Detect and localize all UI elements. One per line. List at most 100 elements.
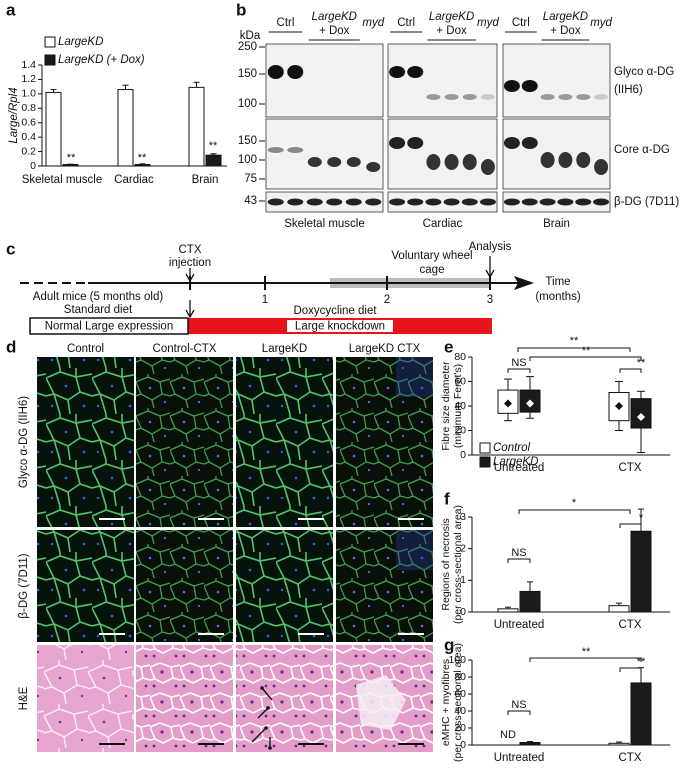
band xyxy=(521,198,538,206)
band xyxy=(407,137,424,149)
panel-label: b xyxy=(236,0,246,19)
axis-label: (months) xyxy=(535,291,581,303)
column-label: LargeKD xyxy=(262,343,307,355)
legend-swatch xyxy=(479,456,491,468)
band xyxy=(594,94,609,100)
bracket xyxy=(517,347,631,352)
tissue-label: Cardiac xyxy=(423,218,463,230)
annotation: ** xyxy=(582,345,591,357)
bar xyxy=(134,164,151,167)
arrowhead xyxy=(185,273,195,283)
y-tick-label: 40 xyxy=(454,705,466,717)
annotation: ** xyxy=(582,646,591,658)
band xyxy=(407,66,424,78)
band xyxy=(521,137,538,149)
marker-label: 75 xyxy=(244,173,257,185)
axis-label: Time xyxy=(545,276,570,288)
annotation: * xyxy=(572,497,577,509)
tick-label: 3 xyxy=(487,294,493,306)
band xyxy=(287,65,304,79)
arrow xyxy=(251,727,267,743)
normal-label: Normal Large expression xyxy=(45,321,173,333)
band xyxy=(267,65,284,79)
band xyxy=(557,198,574,206)
band xyxy=(480,94,495,100)
band xyxy=(307,157,322,167)
column-label: Control-CTX xyxy=(153,343,217,355)
band xyxy=(444,154,459,170)
band xyxy=(326,198,343,206)
x-tick-label: Untreated xyxy=(494,752,545,764)
band xyxy=(593,198,610,206)
x-tick-label: Skeletal muscle xyxy=(22,174,103,186)
column-label: LargeKD CTX xyxy=(349,343,421,355)
arrow xyxy=(257,707,269,719)
bracket xyxy=(507,368,531,373)
y-axis-label: eMHC + myofibres xyxy=(440,659,452,746)
panel-label: g xyxy=(444,635,454,654)
y-tick-label: 80 xyxy=(454,351,466,363)
lane-label: myd xyxy=(590,17,612,29)
timeline: CTX injection Voluntary wheel cage Analy… xyxy=(20,241,581,335)
bar xyxy=(497,608,519,613)
arrowhead xyxy=(266,706,270,710)
band xyxy=(287,198,304,206)
infiltrate xyxy=(356,675,406,730)
lane-label: LargeKD xyxy=(429,11,474,23)
band xyxy=(365,198,382,206)
normal-box xyxy=(29,317,189,335)
marker-label: 150 xyxy=(238,135,257,147)
y-axis-label: Fibre size diameter xyxy=(440,361,452,451)
tissue-label: Brain xyxy=(543,218,570,230)
marker-label: 100 xyxy=(238,98,257,110)
row-label: β-DG (7D11) xyxy=(614,196,679,208)
tissue-label: Skeletal muscle xyxy=(284,218,365,230)
y-tick-label: 100 xyxy=(448,654,466,666)
y-tick-label: 3 xyxy=(460,511,466,523)
bar xyxy=(117,89,134,167)
tick-label: 2 xyxy=(384,294,390,306)
legend-swatch xyxy=(479,442,491,454)
band xyxy=(558,152,573,168)
marker-label: 100 xyxy=(238,154,257,166)
arrowhead xyxy=(260,686,264,690)
panel-label: e xyxy=(444,337,453,356)
bar xyxy=(62,164,79,167)
y-tick-label: 60 xyxy=(454,375,466,387)
blot xyxy=(265,191,384,213)
band xyxy=(521,80,538,92)
blot xyxy=(387,43,498,118)
x-tick-label: Brain xyxy=(192,174,219,186)
lane-label: LargeKD xyxy=(312,11,357,23)
row-label: H&E xyxy=(18,686,30,710)
mean-marker xyxy=(637,413,645,422)
y-axis-label: (per cross-sectional area) xyxy=(452,643,464,762)
marker-label: 150 xyxy=(238,68,257,80)
band xyxy=(425,198,442,206)
y-tick-label: 1.0 xyxy=(21,88,36,100)
annotation: ND xyxy=(500,729,516,741)
y-axis-label: (per cross-sectional area) xyxy=(452,505,464,624)
band xyxy=(267,147,284,153)
bar xyxy=(188,86,205,167)
ctx-label: CTX xyxy=(179,244,202,256)
band xyxy=(389,198,406,206)
legend-label: LargeKD (+ Dox) xyxy=(58,54,145,66)
knockdown-label: Large knockdown xyxy=(295,321,385,333)
bar xyxy=(45,91,62,167)
bracket xyxy=(619,368,642,373)
band xyxy=(480,159,495,175)
band xyxy=(594,159,609,175)
band xyxy=(462,94,477,100)
band xyxy=(461,198,478,206)
blot xyxy=(502,191,611,213)
annotation: NS xyxy=(511,547,526,559)
row-label: (IIH6) xyxy=(614,84,643,96)
marker-label: 250 xyxy=(238,41,257,53)
bar xyxy=(519,590,541,613)
panel-label: c xyxy=(6,239,15,258)
bar xyxy=(630,682,652,746)
x-tick-label: Cardiac xyxy=(114,174,154,186)
y-tick-label: 0 xyxy=(30,160,36,172)
lane-label: Ctrl xyxy=(277,17,295,29)
